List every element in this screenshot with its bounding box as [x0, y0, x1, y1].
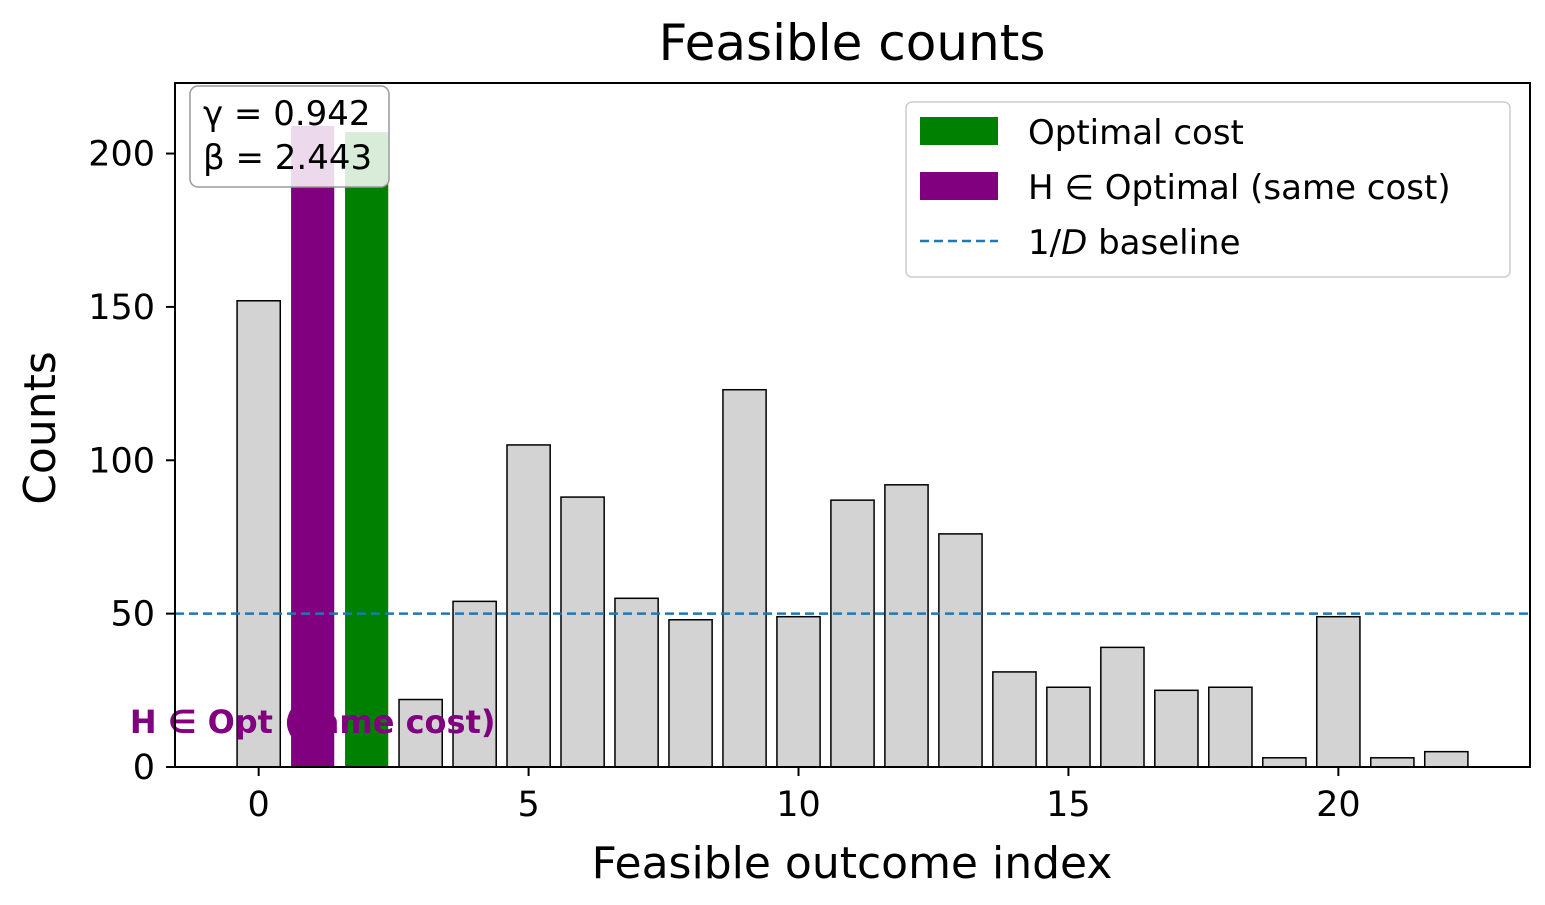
bar-default-18	[1208, 686, 1253, 768]
y-tick-label-200: 200	[88, 135, 155, 175]
legend-frame	[905, 101, 1511, 278]
bar-default-13	[938, 533, 983, 768]
bar-default-3	[398, 698, 443, 768]
bar-default-12	[884, 484, 929, 768]
bar-default-16	[1100, 646, 1145, 768]
x-tick-label-10: 10	[776, 785, 821, 825]
legend-swatch-optimal	[920, 117, 998, 145]
bar-default-6	[560, 496, 605, 768]
bar-default-15	[1046, 686, 1091, 768]
legend-label-h-optimal: H ∈ Optimal (same cost)	[1028, 168, 1451, 208]
y-tick-label-0: 0	[133, 748, 155, 788]
bars-layer	[236, 125, 1469, 768]
legend-baseline-prefix: 1/	[1028, 223, 1062, 263]
legend-label-baseline: 1/D baseline	[1028, 223, 1241, 263]
y-tick-label-100: 100	[88, 441, 155, 481]
x-axis-label: Feasible outcome index	[592, 838, 1113, 889]
bar-h-optimal-1	[291, 125, 335, 767]
bar-optimal-2	[345, 132, 389, 767]
plot-area-frame	[174, 82, 1531, 768]
bar-default-11	[830, 499, 875, 768]
bar-default-17	[1154, 689, 1199, 768]
bar-default-8	[668, 619, 713, 768]
legend-swatch-h-optimal	[920, 172, 998, 200]
bar-default-21	[1369, 757, 1415, 768]
bar-default-0	[236, 300, 282, 768]
x-tick-label-0: 0	[248, 785, 270, 825]
y-tick-label-150: 150	[88, 288, 155, 328]
annotation-layer: H ∈ Opt (same cost)	[130, 703, 496, 741]
bar-default-20	[1316, 615, 1361, 768]
bar-default-7	[614, 597, 659, 768]
params-box: γ = 0.942 β = 2.443	[189, 85, 390, 188]
params-gamma: γ = 0.942	[203, 94, 371, 134]
bar-default-19	[1262, 757, 1307, 768]
bar-default-9	[722, 388, 767, 768]
params-box-background	[189, 85, 390, 188]
chart-title: Feasible counts	[659, 14, 1046, 72]
legend-baseline-suffix: baseline	[1087, 223, 1240, 263]
x-axis-ticks: 0 5 10 15 20	[248, 767, 1361, 825]
bar-default-14	[992, 671, 1037, 768]
legend-label-optimal: Optimal cost	[1028, 113, 1244, 153]
x-tick-label-15: 15	[1046, 785, 1091, 825]
y-axis-ticks: 0 50 100 150 200	[88, 135, 175, 788]
bar-default-22	[1423, 750, 1469, 768]
legend-baseline-variable: D	[1061, 223, 1087, 263]
h-optimal-annotation: H ∈ Opt (same cost)	[130, 703, 496, 741]
x-tick-label-20: 20	[1316, 785, 1361, 825]
legend: Optimal cost H ∈ Optimal (same cost) 1/D…	[905, 101, 1511, 278]
y-tick-label-50: 50	[110, 595, 155, 635]
bar-default-5	[506, 444, 551, 768]
params-beta: β = 2.443	[203, 138, 372, 178]
y-axis-label: Counts	[15, 351, 66, 505]
bar-default-10	[776, 615, 821, 768]
bar-default-4	[452, 600, 497, 768]
x-tick-label-5: 5	[517, 785, 539, 825]
